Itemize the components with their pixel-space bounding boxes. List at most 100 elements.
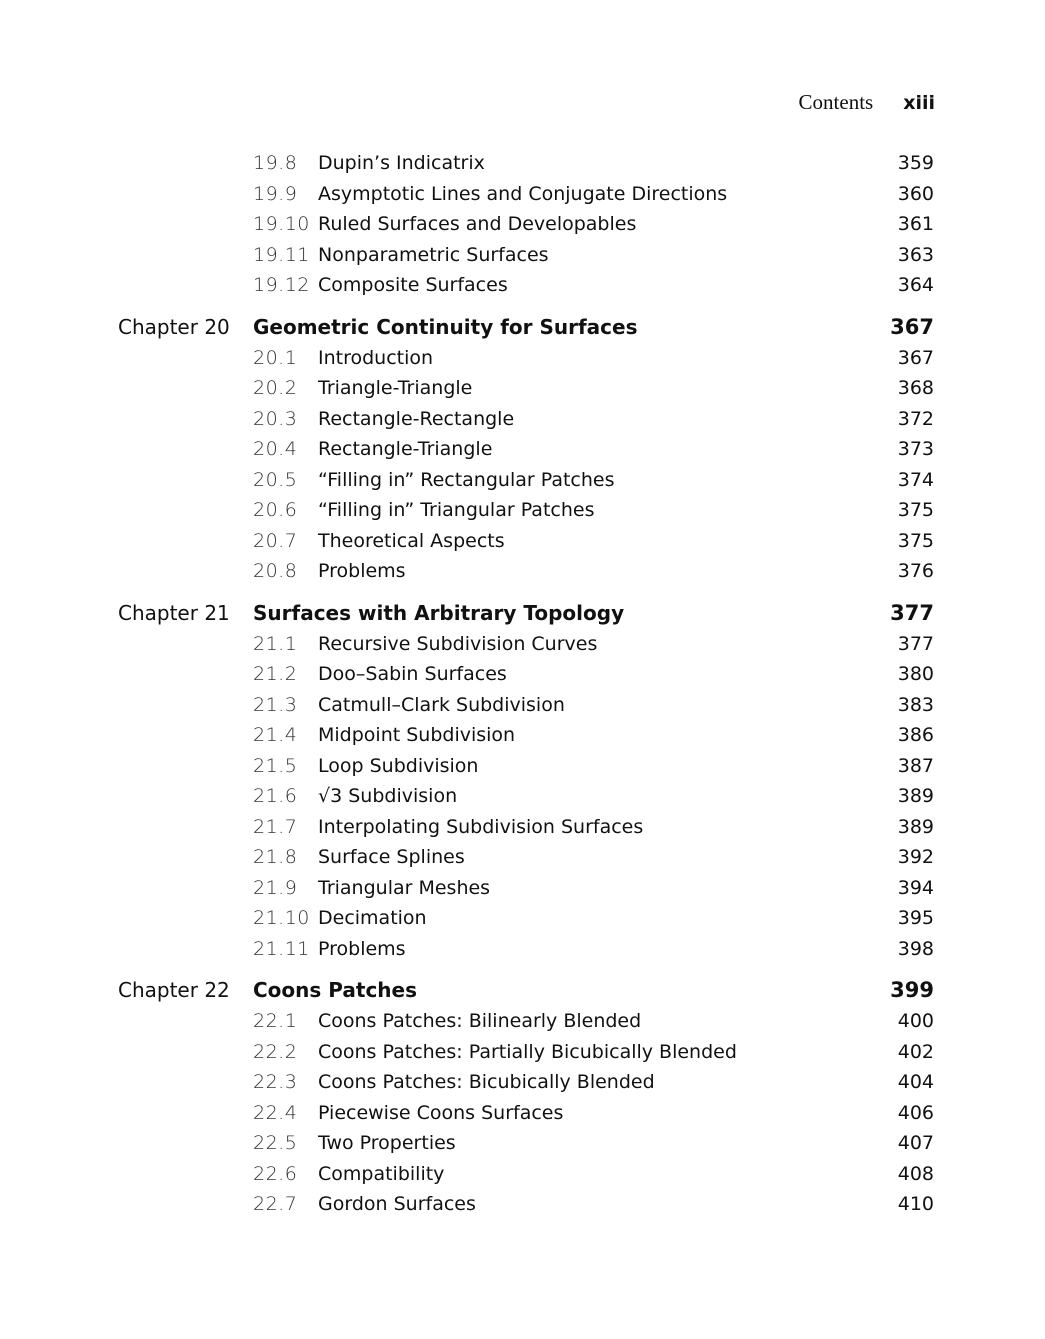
section-entry: 19.10 Ruled Surfaces and Developables 361 bbox=[0, 209, 1045, 240]
section-number: 22.3 bbox=[253, 1071, 298, 1093]
section-number: 22.5 bbox=[253, 1132, 298, 1154]
section-number: 19.12 bbox=[253, 274, 310, 296]
page-ref: 377 bbox=[890, 600, 934, 625]
section-entry: 19.11 Nonparametric Surfaces 363 bbox=[0, 240, 1045, 271]
section-entry: 22.7 Gordon Surfaces 410 bbox=[0, 1189, 1045, 1220]
chapter-title: Coons Patches bbox=[253, 978, 418, 1002]
page-ref: 399 bbox=[890, 978, 934, 1002]
section-number: 21.5 bbox=[253, 754, 298, 777]
section-title: “Filling in” Rectangular Patches bbox=[318, 468, 615, 491]
page-ref: 398 bbox=[897, 937, 934, 960]
section-number: 21.3 bbox=[253, 693, 298, 716]
section-entry: 21.2 Doo–Sabin Surfaces 380 bbox=[0, 659, 1045, 690]
section-title: Catmull–Clark Subdivision bbox=[318, 693, 565, 716]
page-ref: 372 bbox=[897, 407, 934, 430]
section-title: Rectangle-Triangle bbox=[318, 438, 493, 460]
page-ref: 408 bbox=[897, 1162, 934, 1185]
section-entry: 20.5 “Filling in” Rectangular Patches 374 bbox=[0, 465, 1045, 496]
chapter-entry: Chapter 20 Geometric Continuity for Surfa… bbox=[0, 312, 1045, 343]
section-number: 19.8 bbox=[253, 152, 298, 174]
page-ref: 377 bbox=[897, 632, 934, 655]
running-header: Contents xiii bbox=[799, 90, 935, 115]
section-entry: 21.5 Loop Subdivision 387 bbox=[0, 751, 1045, 782]
page-ref: 404 bbox=[897, 1071, 934, 1093]
section-title: Doo–Sabin Surfaces bbox=[318, 663, 507, 685]
section-entry: 21.6 √3 Subdivision 389 bbox=[0, 781, 1045, 812]
section-number: 21.10 bbox=[253, 907, 310, 929]
section-number: 19.10 bbox=[253, 213, 310, 235]
section-number: 21.11 bbox=[253, 937, 310, 960]
page-ref: 392 bbox=[897, 846, 934, 868]
section-entry: 21.8 Surface Splines 392 bbox=[0, 842, 1045, 873]
section-entry: 20.1 Introduction 367 bbox=[0, 343, 1045, 374]
section-title: Introduction bbox=[318, 346, 434, 369]
section-number: 20.2 bbox=[253, 377, 298, 399]
section-number: 20.1 bbox=[253, 346, 298, 369]
section-title: Surface Splines bbox=[318, 846, 465, 868]
section-entry: 19.12 Composite Surfaces 364 bbox=[0, 270, 1045, 301]
section-entry: 21.7 Interpolating Subdivision Surfaces 38… bbox=[0, 812, 1045, 843]
page-number: xiii bbox=[903, 92, 935, 114]
section-number: 20.4 bbox=[253, 438, 298, 460]
section-title: Nonparametric Surfaces bbox=[318, 243, 549, 266]
page-ref: 389 bbox=[897, 785, 934, 807]
chapter-label: Chapter 22 bbox=[118, 978, 230, 1002]
section-entry: 19.8 Dupin’s Indicatrix 359 bbox=[0, 148, 1045, 179]
page-ref: 364 bbox=[897, 274, 934, 296]
section-title: Triangle-Triangle bbox=[318, 377, 473, 399]
page-ref: 375 bbox=[897, 529, 934, 552]
section-title: Recursive Subdivision Curves bbox=[318, 632, 598, 655]
section-title: Coons Patches: Bicubically Blended bbox=[318, 1071, 655, 1093]
section-title: √3 Subdivision bbox=[318, 785, 458, 807]
section-entry: 22.6 Compatibility 408 bbox=[0, 1159, 1045, 1190]
section-number: 22.2 bbox=[253, 1040, 298, 1063]
section-entry: 20.6 “Filling in” Triangular Patches 375 bbox=[0, 495, 1045, 526]
section-entry: 21.11 Problems 398 bbox=[0, 934, 1045, 965]
section-title: Composite Surfaces bbox=[318, 274, 508, 296]
section-entry: 21.10 Decimation 395 bbox=[0, 903, 1045, 934]
page-ref: 361 bbox=[897, 213, 934, 235]
section-title: Loop Subdivision bbox=[318, 754, 479, 777]
section-entry: 22.1 Coons Patches: Bilinearly Blended 400 bbox=[0, 1006, 1045, 1037]
section-entry: 19.9 Asymptotic Lines and Conjugate Direc… bbox=[0, 179, 1045, 210]
section-entry: 22.2 Coons Patches: Partially Bicubically… bbox=[0, 1037, 1045, 1068]
section-title: Rectangle-Rectangle bbox=[318, 407, 515, 430]
section-title: Midpoint Subdivision bbox=[318, 724, 516, 746]
page-ref: 373 bbox=[897, 438, 934, 460]
section-number: 19.9 bbox=[253, 182, 298, 205]
page-ref: 406 bbox=[897, 1101, 934, 1124]
page-ref: 394 bbox=[897, 876, 934, 899]
page-ref: 374 bbox=[897, 468, 934, 491]
page-ref: 359 bbox=[897, 152, 934, 174]
section-entry: 21.3 Catmull–Clark Subdivision 383 bbox=[0, 690, 1045, 721]
section-title: Theoretical Aspects bbox=[318, 529, 505, 552]
page-ref: 383 bbox=[897, 693, 934, 716]
chapter-entry: Chapter 21 Surfaces with Arbitrary Topolo… bbox=[0, 598, 1045, 629]
section-number: 20.3 bbox=[253, 407, 298, 430]
page-ref: 386 bbox=[897, 724, 934, 746]
chapter-title: Geometric Continuity for Surfaces bbox=[253, 314, 638, 339]
section-entry: 20.2 Triangle-Triangle 368 bbox=[0, 373, 1045, 404]
page-ref: 410 bbox=[897, 1193, 934, 1215]
page-ref: 380 bbox=[897, 663, 934, 685]
section-entry: 22.4 Piecewise Coons Surfaces 406 bbox=[0, 1098, 1045, 1129]
section-title: Two Properties bbox=[318, 1132, 456, 1154]
section-number: 21.7 bbox=[253, 815, 298, 838]
page-ref: 368 bbox=[897, 377, 934, 399]
page-ref: 363 bbox=[897, 243, 934, 266]
section-number: 19.11 bbox=[253, 243, 310, 266]
section-title: Problems bbox=[318, 937, 406, 960]
section-title: Triangular Meshes bbox=[318, 876, 491, 899]
chapter-label: Chapter 20 bbox=[118, 314, 230, 339]
section-number: 22.4 bbox=[253, 1101, 298, 1124]
section-title: “Filling in” Triangular Patches bbox=[318, 499, 595, 521]
chapter-title: Surfaces with Arbitrary Topology bbox=[253, 600, 625, 625]
section-number: 22.6 bbox=[253, 1162, 298, 1185]
section-title: Decimation bbox=[318, 907, 427, 929]
section-number: 22.7 bbox=[253, 1193, 298, 1215]
chapter-label: Chapter 21 bbox=[118, 600, 230, 625]
section-title: Asymptotic Lines and Conjugate Direction… bbox=[318, 182, 728, 205]
section-title: Interpolating Subdivision Surfaces bbox=[318, 815, 644, 838]
section-title: Compatibility bbox=[318, 1162, 445, 1185]
section-entry: 20.4 Rectangle-Triangle 373 bbox=[0, 434, 1045, 465]
